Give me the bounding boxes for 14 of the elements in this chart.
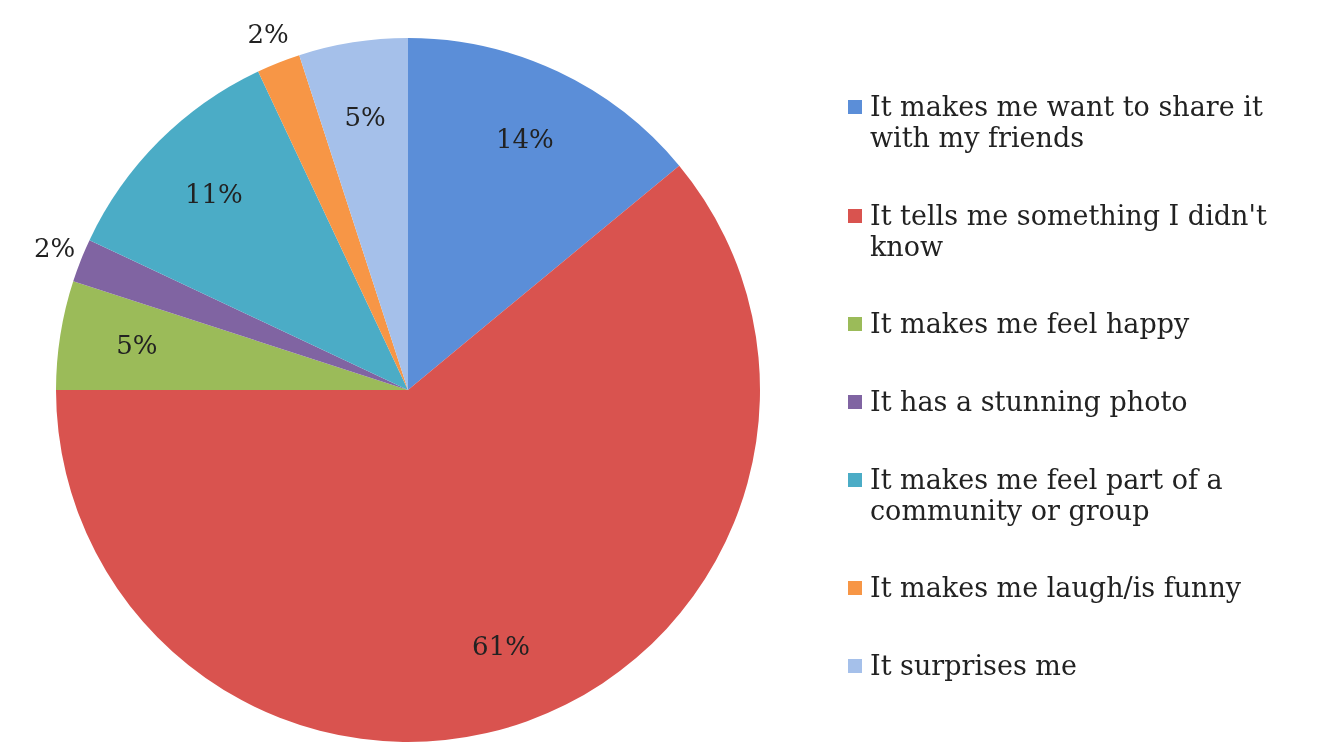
- data-label: 2%: [247, 19, 289, 50]
- data-label: 2%: [34, 232, 76, 263]
- data-label: 5%: [344, 101, 386, 132]
- legend-label: It tells me something I didn't know: [870, 199, 1268, 262]
- legend-label: It makes me want to share it with my friends: [870, 91, 1264, 154]
- data-label: 5%: [116, 329, 158, 360]
- legend-label: It makes me laugh/is funny: [870, 572, 1242, 604]
- legend-label: It makes me feel part of a community or group: [870, 463, 1224, 526]
- legend-label: It surprises me: [870, 649, 1077, 681]
- data-label: 14%: [496, 124, 554, 155]
- data-label: 11%: [184, 178, 243, 209]
- legend-label: It makes me feel happy: [870, 308, 1190, 340]
- legend-label: It has a stunning photo: [870, 385, 1188, 417]
- data-label: 61%: [472, 631, 530, 662]
